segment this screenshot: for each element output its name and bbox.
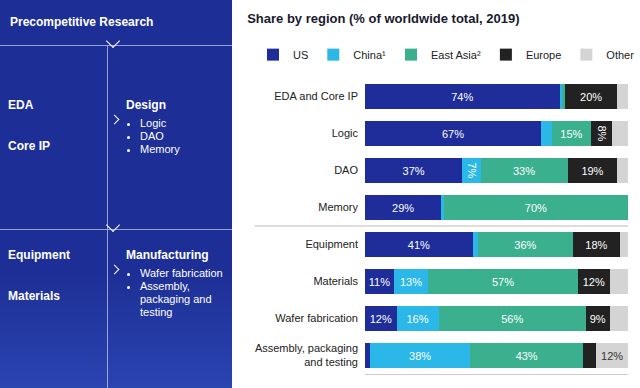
svg-text:70%: 70%	[525, 202, 547, 214]
svg-text:33%: 33%	[513, 165, 535, 177]
svg-text:19%: 19%	[581, 165, 603, 177]
svg-text:9%: 9%	[590, 313, 606, 325]
svg-text:7%: 7%	[466, 162, 478, 178]
svg-text:29%: 29%	[392, 202, 414, 214]
svg-text:38%: 38%	[409, 350, 431, 362]
svg-text:57%: 57%	[492, 276, 514, 288]
svg-text:43%: 43%	[516, 350, 538, 362]
html-text:DAO: DAO	[140, 130, 164, 142]
svg-text:Materials: Materials	[313, 275, 358, 287]
html-text:Materials: Materials	[8, 289, 60, 303]
html-text:Memory: Memory	[140, 143, 180, 155]
svg-text:Logic: Logic	[332, 127, 359, 139]
svg-text:18%: 18%	[585, 239, 607, 251]
svg-text:8%: 8%	[596, 125, 608, 141]
svg-text:41%: 41%	[408, 239, 430, 251]
svg-text:DAO: DAO	[334, 164, 358, 176]
svg-text:Memory: Memory	[318, 201, 358, 213]
svg-text:16%: 16%	[406, 313, 428, 325]
svg-text:Equipment: Equipment	[305, 238, 358, 250]
html-text:EDA: EDA	[8, 98, 34, 112]
svg-text:11%: 11%	[369, 276, 390, 288]
html-text:Wafer fabrication: Wafer fabrication	[140, 267, 223, 279]
svg-text:20%: 20%	[580, 91, 602, 103]
svg-text:US: US	[293, 49, 308, 61]
svg-text:12%: 12%	[601, 350, 623, 362]
svg-text:12%: 12%	[583, 276, 605, 288]
svg-text:12%: 12%	[370, 313, 392, 325]
svg-text:37%: 37%	[403, 165, 425, 177]
html-text:Logic: Logic	[140, 117, 167, 129]
svg-text:East Asia²: East Asia²	[431, 49, 481, 61]
html-text:Equipment: Equipment	[8, 248, 70, 262]
svg-text:Europe: Europe	[526, 49, 561, 61]
html-text:Assembly, packaging and testin: Assembly, packaging and testing	[140, 280, 212, 318]
svg-text:Wafer fabrication: Wafer fabrication	[275, 312, 358, 324]
html-text:Precompetitive Research: Precompetitive Research	[10, 15, 154, 29]
html-text:Manufacturing: Manufacturing	[126, 248, 209, 262]
svg-text:EDA and Core IP: EDA and Core IP	[274, 90, 358, 102]
html-text:Design: Design	[126, 98, 166, 112]
svg-text:China¹: China¹	[353, 49, 386, 61]
svg-text:13%: 13%	[400, 276, 422, 288]
svg-text:15%: 15%	[560, 128, 582, 140]
html-text:Core IP: Core IP	[8, 139, 50, 153]
svg-text:36%: 36%	[514, 239, 536, 251]
svg-text:56%: 56%	[501, 313, 523, 325]
svg-text:67%: 67%	[442, 128, 464, 140]
svg-text:74%: 74%	[451, 91, 473, 103]
svg-text:Assembly, packagingand testing: Assembly, packagingand testing	[255, 342, 358, 368]
svg-text:Other: Other	[606, 49, 634, 61]
svg-text:Share by region (% of worldwid: Share by region (% of worldwide total, 2…	[247, 11, 519, 26]
